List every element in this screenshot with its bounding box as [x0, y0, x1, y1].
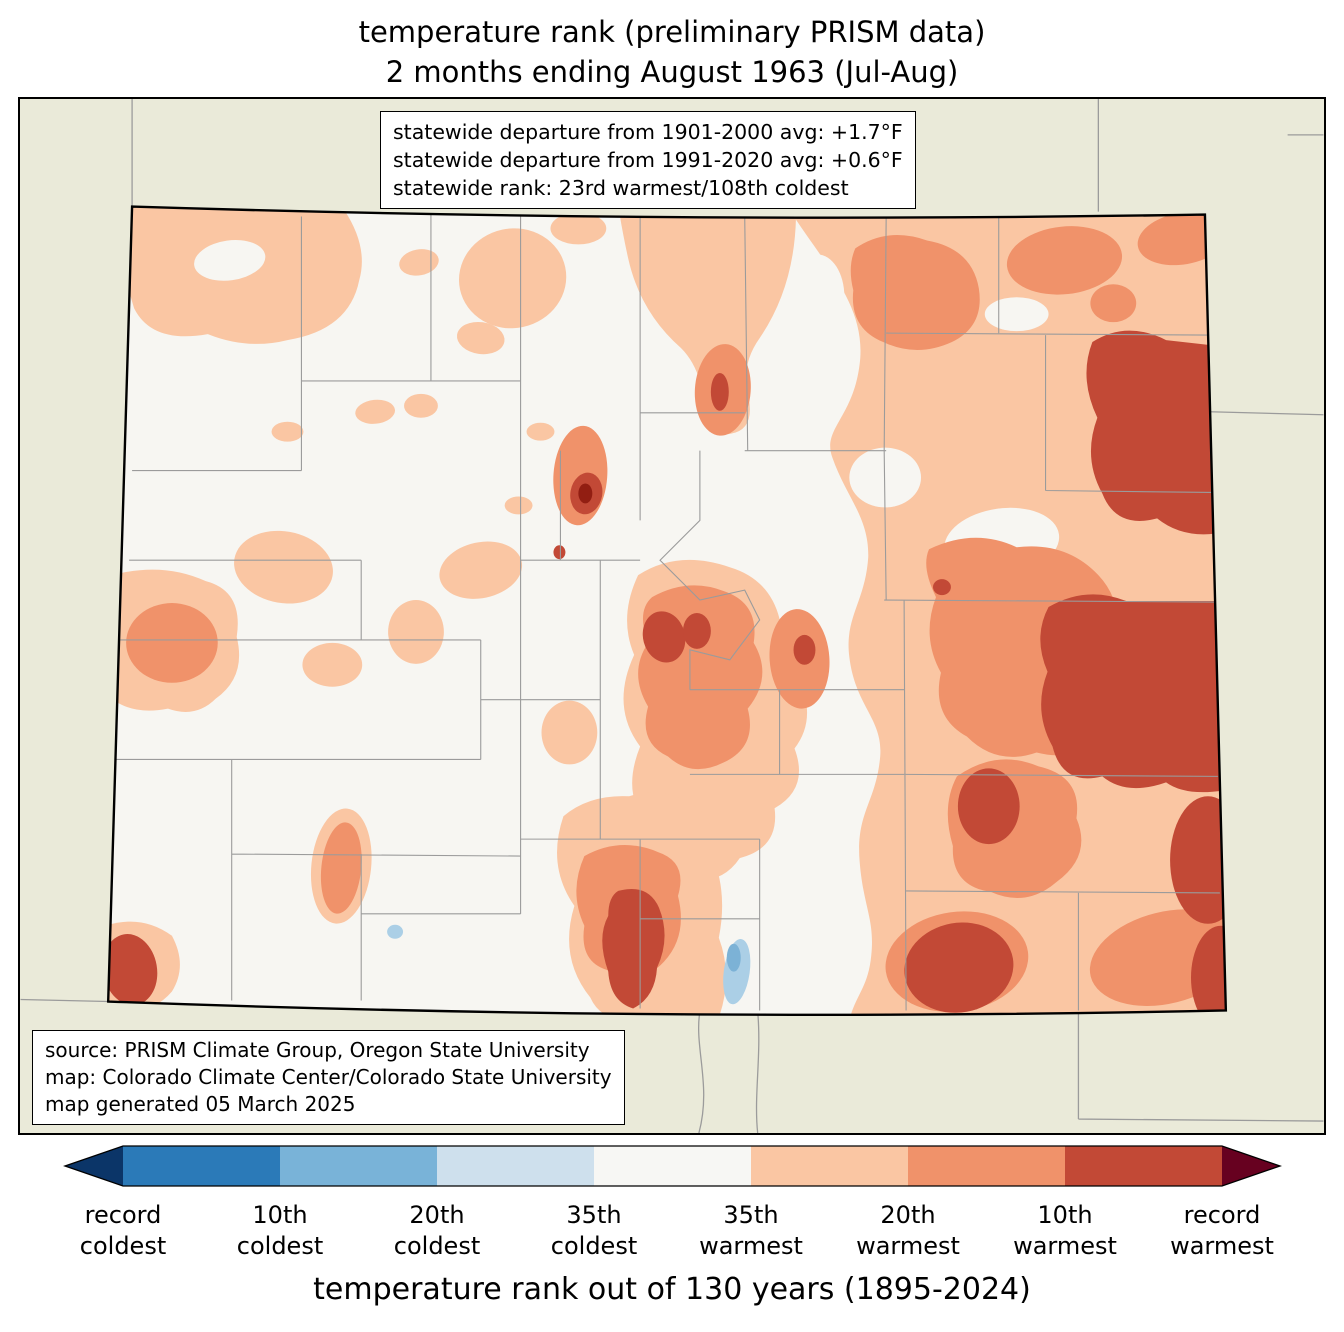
colorbar-label: record coldest	[79, 1201, 167, 1260]
colorado-border	[106, 205, 1228, 1017]
colorbar-label: 10th warmest	[1013, 1201, 1117, 1260]
colorado-fill-layers	[108, 206, 1226, 1015]
colorbar-outline	[63, 1145, 1282, 1187]
colorbar-label: record warmest	[1170, 1201, 1274, 1260]
source-line-3: map generated 05 March 2025	[45, 1092, 356, 1116]
colorbar-labels: record coldest 10th coldest 20th coldest 35th c…	[65, 1200, 1280, 1266]
county-boundaries	[115, 214, 1220, 1011]
record-warm-spot	[578, 483, 593, 504]
source-line-2: map: Colorado Climate Center/Colorado St…	[45, 1065, 612, 1089]
stats-line-2: statewide departure from 1991-2020 avg: …	[393, 148, 903, 172]
colorbar-label: 35th warmest	[699, 1201, 803, 1260]
map-frame: statewide departure from 1901-2000 avg: …	[18, 97, 1326, 1135]
colorbar-arrow	[65, 1146, 123, 1186]
colorbar-caption: temperature rank out of 130 years (1895-…	[313, 1272, 1031, 1307]
colorbar-segment	[751, 1146, 908, 1186]
rank-cool-blobs	[387, 924, 751, 1005]
source-line-1: source: PRISM Climate Group, Oregon Stat…	[45, 1038, 590, 1062]
colorbar-segment	[437, 1146, 594, 1186]
page-title: temperature rank (preliminary PRISM data…	[0, 12, 1344, 92]
colorbar-label: 35th coldest	[550, 1201, 638, 1260]
stats-line-1: statewide departure from 1901-2000 avg: …	[393, 120, 903, 144]
colorbar	[63, 1145, 1282, 1187]
colorbar-arrow	[1222, 1146, 1280, 1186]
neighbor-state-lines	[20, 99, 1324, 1133]
colorbar-segment	[280, 1146, 437, 1186]
colorbar-segment	[1065, 1146, 1222, 1186]
colorbar-segment	[908, 1146, 1065, 1186]
rank-warm-10-blobs	[108, 330, 1226, 1015]
stats-line-3: statewide rank: 23rd warmest/108th colde…	[393, 176, 849, 200]
statewide-stats-box: statewide departure from 1901-2000 avg: …	[380, 111, 916, 209]
title-line-2: 2 months ending August 1963 (Jul-Aug)	[385, 55, 959, 89]
title-line-1: temperature rank (preliminary PRISM data…	[358, 15, 986, 49]
colorbar-label: 20th warmest	[856, 1201, 960, 1260]
colorbar-svg	[63, 1145, 1282, 1187]
colorbar-segment	[594, 1146, 751, 1186]
colorbar-segment	[123, 1146, 280, 1186]
colorbar-label: 20th coldest	[393, 1201, 481, 1260]
colorado-rank-map	[20, 99, 1324, 1133]
source-box: source: PRISM Climate Group, Oregon Stat…	[32, 1030, 625, 1125]
colorbar-label: 10th coldest	[236, 1201, 324, 1260]
